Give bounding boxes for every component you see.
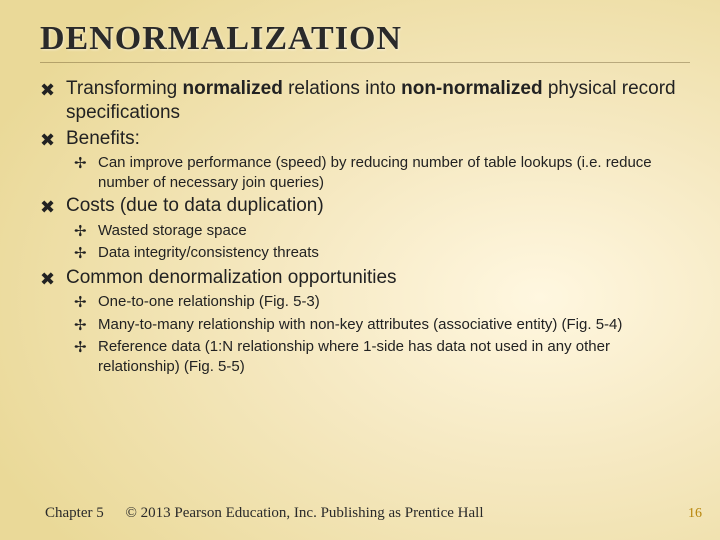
- page-number: 16: [688, 506, 702, 522]
- text-fragment: Transforming: [66, 78, 183, 99]
- sub-bullet-item: ✢ Many-to-many relationship with non-key…: [74, 315, 690, 336]
- sub-bullet-item: ✢ Can improve performance (speed) by red…: [74, 153, 690, 192]
- sub-bullet-icon: ✢: [74, 243, 98, 264]
- sub-bullet-icon: ✢: [74, 153, 98, 174]
- bullet-item-opportunities: ✖ Common denormalization opportunities: [40, 266, 690, 291]
- bullet-text: Transforming normalized relations into n…: [66, 77, 690, 125]
- sub-bullet-text: Wasted storage space: [98, 221, 690, 241]
- sub-bullet-text: Many-to-many relationship with non-key a…: [98, 315, 690, 335]
- sub-bullet-item: ✢ Data integrity/consistency threats: [74, 243, 690, 264]
- text-bold: non-normalized: [401, 78, 542, 99]
- bullet-item-costs: ✖ Costs (due to data duplication): [40, 194, 690, 219]
- sub-bullet-item: ✢ Reference data (1:N relationship where…: [74, 337, 690, 376]
- bullet-icon: ✖: [40, 266, 66, 291]
- bullet-item-transforming: ✖ Transforming normalized relations into…: [40, 77, 690, 125]
- slide-content: ✖ Transforming normalized relations into…: [40, 77, 690, 376]
- footer-chapter: Chapter 5: [45, 505, 104, 521]
- bullet-text: Costs (due to data duplication): [66, 194, 690, 218]
- slide-footer: Chapter 5 © 2013 Pearson Education, Inc.…: [45, 505, 484, 522]
- sub-bullet-text: One-to-one relationship (Fig. 5-3): [98, 292, 690, 312]
- sub-bullet-icon: ✢: [74, 337, 98, 358]
- sub-bullet-icon: ✢: [74, 315, 98, 336]
- presentation-slide: DENORMALIZATION ✖ Transforming normalize…: [0, 0, 720, 540]
- sub-bullet-icon: ✢: [74, 221, 98, 242]
- bullet-icon: ✖: [40, 77, 66, 102]
- bullet-text: Benefits:: [66, 127, 690, 151]
- slide-title: DENORMALIZATION: [40, 20, 690, 58]
- bullet-icon: ✖: [40, 127, 66, 152]
- footer-copyright: © 2013 Pearson Education, Inc. Publishin…: [125, 505, 483, 521]
- sub-bullet-text: Data integrity/consistency threats: [98, 243, 690, 263]
- sub-bullet-text: Reference data (1:N relationship where 1…: [98, 337, 690, 376]
- sub-bullet-item: ✢ One-to-one relationship (Fig. 5-3): [74, 292, 690, 313]
- sub-bullet-icon: ✢: [74, 292, 98, 313]
- text-bold: normalized: [183, 78, 283, 99]
- bullet-item-benefits: ✖ Benefits:: [40, 127, 690, 152]
- sub-bullet-item: ✢ Wasted storage space: [74, 221, 690, 242]
- title-underline: [40, 62, 690, 63]
- text-fragment: relations into: [283, 78, 401, 99]
- sub-bullet-text: Can improve performance (speed) by reduc…: [98, 153, 690, 192]
- bullet-text: Common denormalization opportunities: [66, 266, 690, 290]
- bullet-icon: ✖: [40, 194, 66, 219]
